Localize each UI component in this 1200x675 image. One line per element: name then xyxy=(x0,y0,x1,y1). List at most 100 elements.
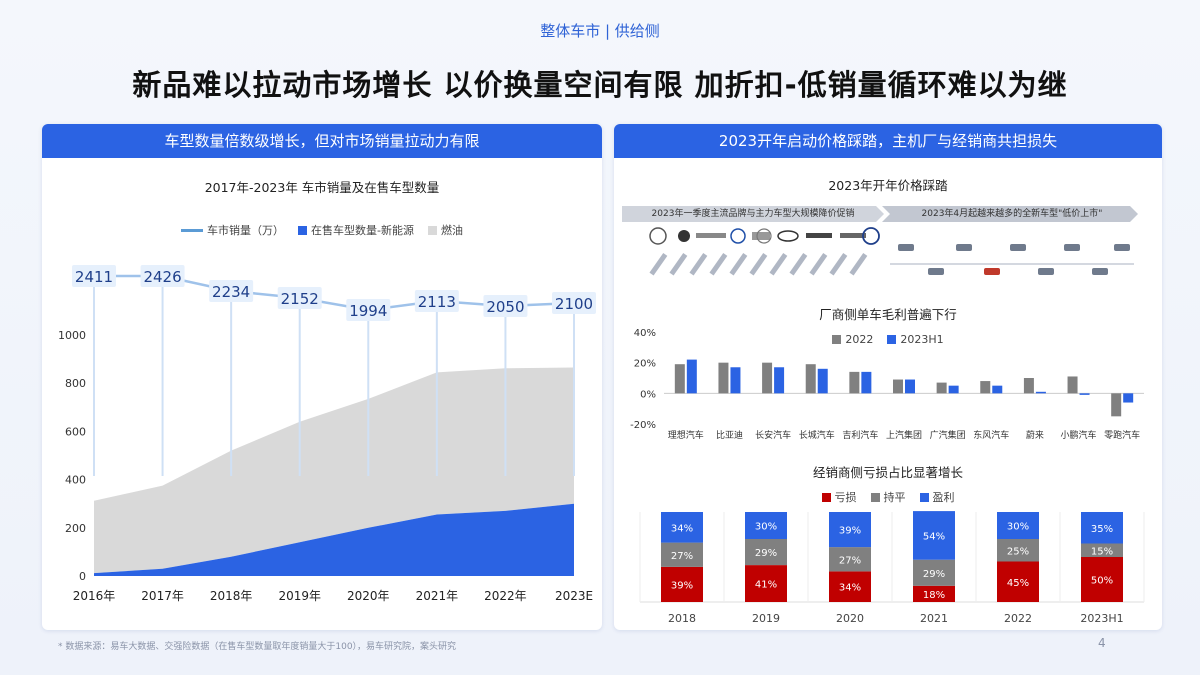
bar-2023h1 xyxy=(686,359,697,394)
legend-2022: 2022 xyxy=(832,333,873,346)
sales-data-label: 2411 xyxy=(75,268,113,286)
segment-value-label: 15% xyxy=(1091,546,1113,557)
y-tick-label: 0% xyxy=(640,389,656,400)
dealer-chart-legend: 亏损 持平 盈利 xyxy=(614,489,1162,505)
timeline-title: 2023年开年价格踩踏 xyxy=(828,178,948,193)
bar-2023h1 xyxy=(948,385,959,394)
legend-nev-swatch xyxy=(298,225,308,235)
legend-2023h1-swatch xyxy=(887,335,897,344)
timeline-date-mark xyxy=(749,253,768,276)
margin-chart: 40% 20% 0% -20% 理想汽车 比亚迪 长安汽车 长城汽车 吉利汽车 上汽集团 广汽集团东… xyxy=(630,328,1144,441)
legend-fuel-swatch xyxy=(427,225,437,235)
bar-2022 xyxy=(1023,378,1034,394)
bar-2022 xyxy=(1111,393,1122,417)
brand-logos xyxy=(649,227,880,245)
segment-loss xyxy=(661,566,703,602)
area-chart-legend: 车市销量（万） 在售车型数量-新能源 燃油 xyxy=(42,222,602,238)
legend-flat: 持平 xyxy=(870,489,906,505)
bar-2023h1 xyxy=(1079,393,1090,395)
bar-2022 xyxy=(805,364,816,394)
segment-flat xyxy=(997,539,1039,562)
page-number: 4 xyxy=(1098,636,1106,650)
brand-logo-icon xyxy=(777,230,799,242)
x-tick-label: 蔚来 xyxy=(1026,429,1044,441)
x-tick-label: 比亚迪 xyxy=(716,429,743,441)
x-tick-label: 东风汽车 xyxy=(973,429,1009,441)
segment-value-label: 35% xyxy=(1091,524,1113,535)
sales-label-box xyxy=(414,290,459,312)
segment-profit xyxy=(997,512,1039,539)
y-tick-label: -20% xyxy=(630,420,656,431)
y-tick-label: 0 xyxy=(79,570,86,583)
x-tick-label: 2016年 xyxy=(73,589,116,603)
bar-2022 xyxy=(718,362,729,394)
topic-label: 整体车市 | 供给侧 xyxy=(540,22,660,40)
x-tick-label: 长安汽车 xyxy=(755,429,791,441)
bar-2023h1 xyxy=(774,367,785,394)
segment-loss xyxy=(997,561,1039,602)
price-timeline xyxy=(622,206,1138,276)
timeline-date-mark xyxy=(729,253,748,276)
x-tick-label: 2019年 xyxy=(278,589,321,603)
margin-chart-title: 厂商侧单车毛利普遍下行 xyxy=(819,307,957,322)
promo-arrow-right xyxy=(882,206,1138,222)
brand-logo-icon xyxy=(678,230,690,242)
segment-profit xyxy=(829,512,871,548)
brand-logo-icon xyxy=(806,233,832,238)
right-panel-title: 2023开年启动价格踩踏，主机厂与经销商共担损失 xyxy=(614,124,1162,158)
segment-value-label: 39% xyxy=(671,580,693,591)
legend-line-swatch xyxy=(181,228,204,232)
right-panel: 2023开年启动价格踩踏，主机厂与经销商共担损失 2023年开年价格踩踏 xyxy=(614,124,1162,630)
sales-data-label: 2050 xyxy=(486,298,524,316)
timeline-date-mark xyxy=(769,253,788,276)
car-icon xyxy=(1010,244,1026,251)
segment-loss xyxy=(829,571,871,602)
legend-flat-swatch xyxy=(870,492,880,502)
legend-sales-label: 车市销量（万） xyxy=(207,224,285,237)
segment-flat xyxy=(1081,543,1123,557)
segment-value-label: 45% xyxy=(1007,578,1029,589)
segment-flat xyxy=(829,547,871,572)
segment-value-label: 54% xyxy=(923,531,945,542)
x-tick-label: 2021 xyxy=(920,612,948,625)
bar-2022 xyxy=(980,381,991,394)
y-tick-label: 40% xyxy=(634,328,656,339)
brand-logo-icon xyxy=(862,227,880,245)
x-tick-label: 2021年 xyxy=(416,589,459,603)
segment-value-label: 34% xyxy=(671,523,693,534)
legend-nev-label: 在售车型数量-新能源 xyxy=(311,224,414,237)
timeline-date-mark xyxy=(709,253,728,276)
bar-2023h1 xyxy=(992,385,1003,394)
car-icon xyxy=(1038,268,1054,275)
y-tick-label: 600 xyxy=(65,425,86,438)
area-chart-title: 2017年-2023年 车市销量及在售车型数量 xyxy=(204,180,440,195)
x-tick-label: 2018 xyxy=(668,612,696,625)
y-tick-label: 20% xyxy=(634,359,656,370)
x-tick-label: 吉利汽车 xyxy=(842,429,878,441)
segment-value-label: 34% xyxy=(839,583,861,594)
promo-arrow-left xyxy=(622,206,884,222)
segment-value-label: 30% xyxy=(1007,522,1029,533)
car-icon xyxy=(956,244,972,251)
segment-value-label: 27% xyxy=(671,551,693,562)
segment-profit xyxy=(661,512,703,543)
segment-value-label: 50% xyxy=(1091,576,1113,587)
sales-data-label: 2113 xyxy=(418,293,456,311)
timeline-date-mark xyxy=(669,253,688,276)
segment-value-label: 29% xyxy=(755,548,777,559)
car-icon xyxy=(1064,244,1080,251)
segment-flat xyxy=(745,539,787,566)
x-tick-label: 零跑汽车 xyxy=(1104,429,1140,441)
timeline-date-mark xyxy=(689,253,708,276)
segment-profit xyxy=(1081,512,1123,544)
x-tick-label: 小鹏汽车 xyxy=(1061,429,1097,441)
legend-2022-swatch xyxy=(832,335,842,344)
y-tick-label: 1000 xyxy=(58,329,86,342)
legend-sales: 车市销量（万） xyxy=(181,222,284,238)
brand-logo-icon xyxy=(756,228,772,244)
brand-logo-icon xyxy=(840,233,866,238)
bar-2023h1 xyxy=(1035,391,1046,394)
legend-profit: 盈利 xyxy=(919,489,955,505)
fuel-area xyxy=(94,367,574,574)
bar-2022 xyxy=(674,364,685,394)
